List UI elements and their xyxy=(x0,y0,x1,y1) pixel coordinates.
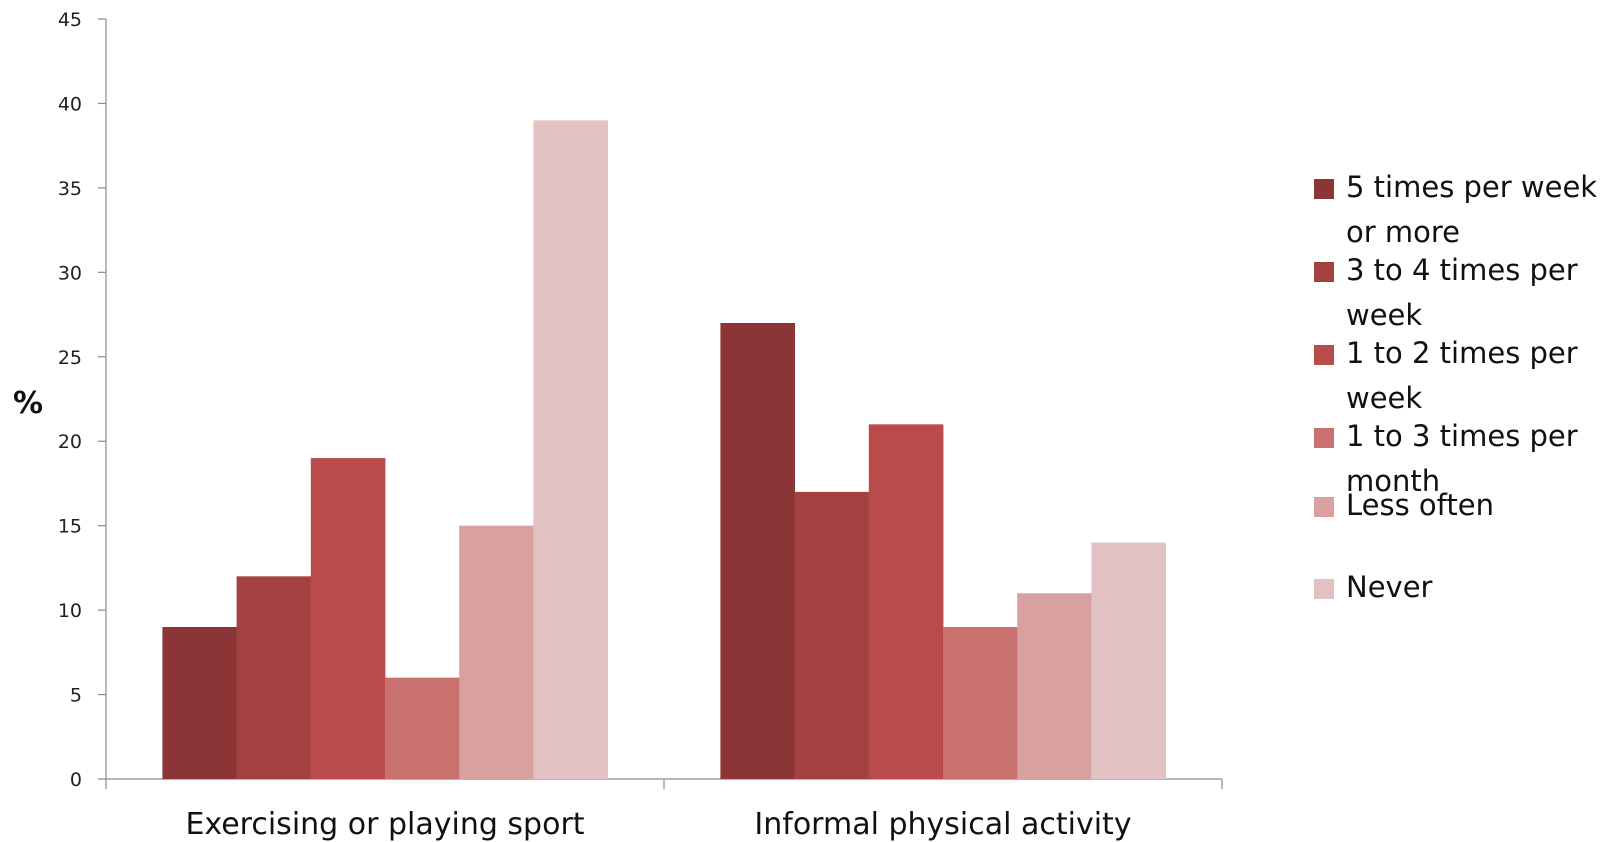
y-axis-label: % xyxy=(13,386,43,421)
bar xyxy=(720,323,795,779)
legend-label: 5 times per week or more xyxy=(1346,170,1598,249)
x-category-label: Informal physical activity xyxy=(754,807,1131,842)
legend-swatch xyxy=(1314,428,1334,448)
y-tick-label: 45 xyxy=(58,9,82,31)
legend-swatch xyxy=(1314,579,1334,599)
y-tick-label: 0 xyxy=(70,769,82,791)
bars xyxy=(162,120,1166,780)
y-tick-label: 30 xyxy=(58,262,82,284)
bar xyxy=(1091,542,1166,779)
bar xyxy=(868,424,944,779)
legend-label: Never xyxy=(1346,570,1433,604)
bar xyxy=(162,627,237,779)
legend-swatch xyxy=(1314,497,1334,517)
y-tick-label: 5 xyxy=(70,685,82,707)
legend-label: 3 to 4 times per week xyxy=(1346,253,1578,332)
y-tick-label: 35 xyxy=(58,178,82,200)
y-tick-label: 10 xyxy=(58,600,82,622)
bar xyxy=(943,627,1018,779)
y-tick-label: 20 xyxy=(58,431,82,453)
bar xyxy=(310,458,386,779)
bar xyxy=(794,491,870,779)
x-category-label: Exercising or playing sport xyxy=(185,807,584,842)
bar xyxy=(236,576,312,779)
legend-label: Less often xyxy=(1346,488,1494,522)
y-tick-label: 40 xyxy=(58,93,82,115)
legend-swatch xyxy=(1314,179,1334,199)
legend-swatch xyxy=(1314,262,1334,282)
bar xyxy=(385,677,460,779)
y-tick-label: 15 xyxy=(58,516,82,538)
legend-swatch xyxy=(1314,345,1334,365)
x-axis: Exercising or playing sport Informal phys… xyxy=(105,778,1223,842)
bar xyxy=(533,120,608,780)
y-tick-label: 25 xyxy=(58,347,82,369)
bar xyxy=(1017,593,1092,779)
bar xyxy=(459,525,534,779)
legend-label: 1 to 2 times per week xyxy=(1346,336,1578,415)
y-axis: 0 5 10 15 20 25 30 35 40 45 xyxy=(58,9,107,791)
legend-label: 1 to 3 times per month xyxy=(1346,419,1578,498)
